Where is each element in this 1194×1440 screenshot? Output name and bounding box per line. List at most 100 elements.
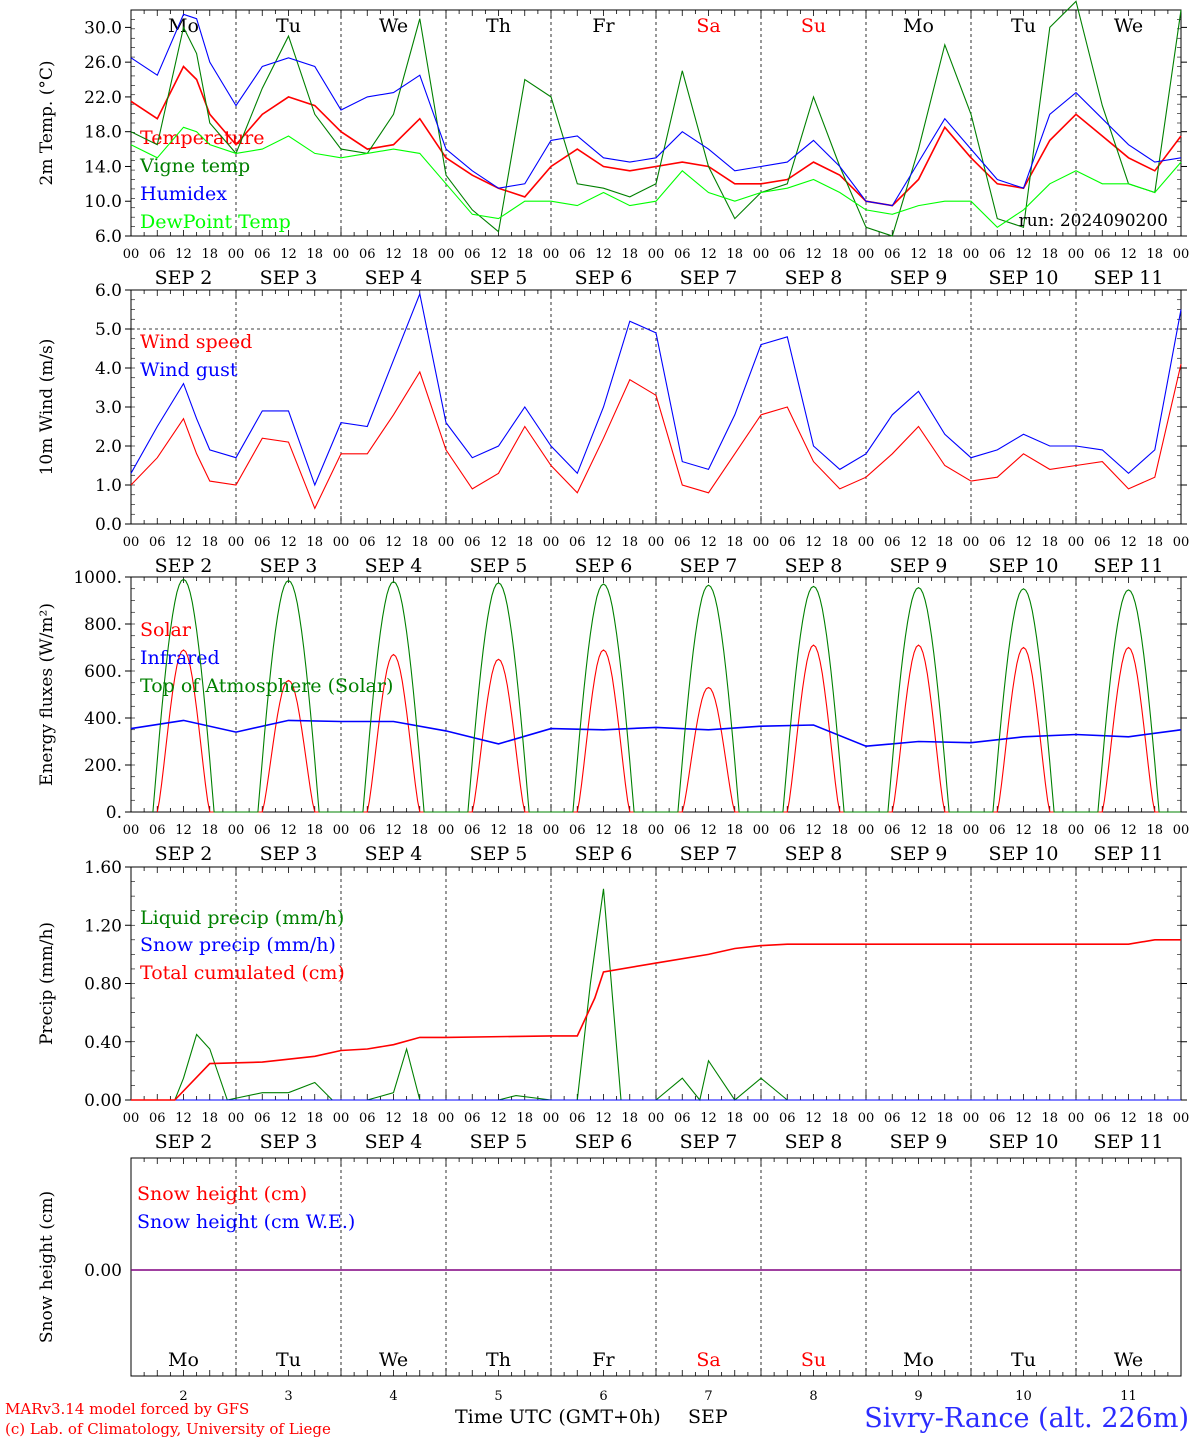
hour-label: 00 <box>858 535 875 550</box>
date-label: SEP 3 <box>260 1131 318 1153</box>
y-axis-title: 10m Wind (m/s) <box>37 339 57 476</box>
hour-label: 06 <box>779 1111 796 1126</box>
hour-label: 06 <box>989 1111 1006 1126</box>
hour-label: 00 <box>1068 1111 1085 1126</box>
hour-label: 12 <box>385 535 402 550</box>
hour-label: 00 <box>963 535 980 550</box>
hour-label: 06 <box>989 535 1006 550</box>
hour-label: 12 <box>385 1111 402 1126</box>
hour-label: 00 <box>963 823 980 838</box>
hour-label: 12 <box>1015 535 1032 550</box>
weekday-label: Tu <box>276 15 301 37</box>
hour-label: 18 <box>411 247 428 262</box>
hour-label: 18 <box>1041 247 1058 262</box>
hour-label: 00 <box>1068 247 1085 262</box>
date-label: SEP 8 <box>785 267 843 289</box>
hour-label: 12 <box>700 247 717 262</box>
hour-label: 06 <box>464 535 481 550</box>
hour-label: 12 <box>280 823 297 838</box>
y-tick-label: 2.0 <box>95 437 122 457</box>
hour-label: 12 <box>805 535 822 550</box>
hour-label: 06 <box>149 535 166 550</box>
hour-label: 18 <box>621 1111 638 1126</box>
y-tick-label: 0.00 <box>84 1261 122 1281</box>
hour-label: 06 <box>884 823 901 838</box>
date-label: SEP 5 <box>470 267 528 289</box>
hour-label: 00 <box>438 247 455 262</box>
hour-label: 00 <box>123 823 140 838</box>
weekday-label: We <box>379 15 408 37</box>
weekday-label: Mo <box>168 1349 199 1371</box>
hour-label: 06 <box>779 247 796 262</box>
hour-label: 00 <box>438 823 455 838</box>
hour-label: 12 <box>1120 535 1137 550</box>
run-annotation: run: 2024090200 <box>1019 211 1168 231</box>
weekday-label: We <box>379 1349 408 1371</box>
weekday-label: Su <box>801 1349 826 1371</box>
weekday-label: Tu <box>276 1349 301 1371</box>
y-tick-label: 22.0 <box>84 88 122 108</box>
y-axis-title: Precip (mm/h) <box>37 922 57 1045</box>
hour-label: 18 <box>201 247 218 262</box>
hour-label: 18 <box>516 247 533 262</box>
hour-label: 18 <box>936 535 953 550</box>
y-tick-label: 18.0 <box>84 123 122 143</box>
hour-label: 18 <box>201 823 218 838</box>
date-label: SEP 11 <box>1094 843 1164 865</box>
hour-label: 18 <box>516 823 533 838</box>
legend-item: Snow precip (mm/h) <box>140 934 336 956</box>
hour-label: 12 <box>1015 823 1032 838</box>
hour-label: 12 <box>490 535 507 550</box>
hour-label: 12 <box>595 535 612 550</box>
hour-label: 00 <box>438 1111 455 1126</box>
date-label: SEP 3 <box>260 555 318 577</box>
hour-label: 06 <box>884 247 901 262</box>
weekday-label: Mo <box>903 15 934 37</box>
legend-item: DewPoint Temp <box>140 211 291 233</box>
hour-label: 12 <box>910 535 927 550</box>
y-tick-label: 1.60 <box>84 858 122 878</box>
legend-item: Infrared <box>140 647 220 669</box>
hour-label: 00 <box>753 535 770 550</box>
hour-label: 00 <box>543 535 560 550</box>
hour-label: 18 <box>726 1111 743 1126</box>
hour-label: 06 <box>464 823 481 838</box>
hour-label: 18 <box>621 247 638 262</box>
hour-label: 00 <box>123 247 140 262</box>
date-label: SEP 3 <box>260 843 318 865</box>
hour-label: 18 <box>726 247 743 262</box>
x-axis-month: SEP <box>688 1406 728 1428</box>
date-label: SEP 7 <box>680 843 738 865</box>
date-label: SEP 10 <box>989 267 1059 289</box>
hour-label: 06 <box>1094 247 1111 262</box>
hour-label: 12 <box>1120 247 1137 262</box>
date-label: SEP 6 <box>575 843 633 865</box>
hour-label: 06 <box>149 1111 166 1126</box>
series-line <box>130 0 1182 237</box>
y-tick-label: 30.0 <box>84 18 122 38</box>
hour-label: 06 <box>359 535 376 550</box>
hour-label: 06 <box>779 823 796 838</box>
date-label: SEP 3 <box>260 267 318 289</box>
date-label: SEP 11 <box>1094 267 1164 289</box>
hour-label: 18 <box>831 247 848 262</box>
hour-label: 06 <box>359 247 376 262</box>
hour-label: 18 <box>201 535 218 550</box>
legend-item: Vigne temp <box>139 155 250 177</box>
hour-label: 00 <box>858 1111 875 1126</box>
series-line <box>130 65 1182 207</box>
legend-item: Wind gust <box>140 359 238 381</box>
legend-item: Snow height (cm W.E.) <box>137 1211 355 1233</box>
day-number: 5 <box>494 1389 502 1404</box>
y-tick-label: 1.20 <box>84 916 122 936</box>
date-label: SEP 2 <box>155 1131 213 1153</box>
hour-label: 06 <box>149 823 166 838</box>
hour-label: 06 <box>674 535 691 550</box>
hour-label: 18 <box>726 823 743 838</box>
hour-label: 12 <box>385 823 402 838</box>
hour-label: 18 <box>726 535 743 550</box>
weekday-label: Th <box>486 15 511 37</box>
hour-label: 00 <box>963 247 980 262</box>
hour-label: 18 <box>306 823 323 838</box>
hour-label: 12 <box>280 247 297 262</box>
